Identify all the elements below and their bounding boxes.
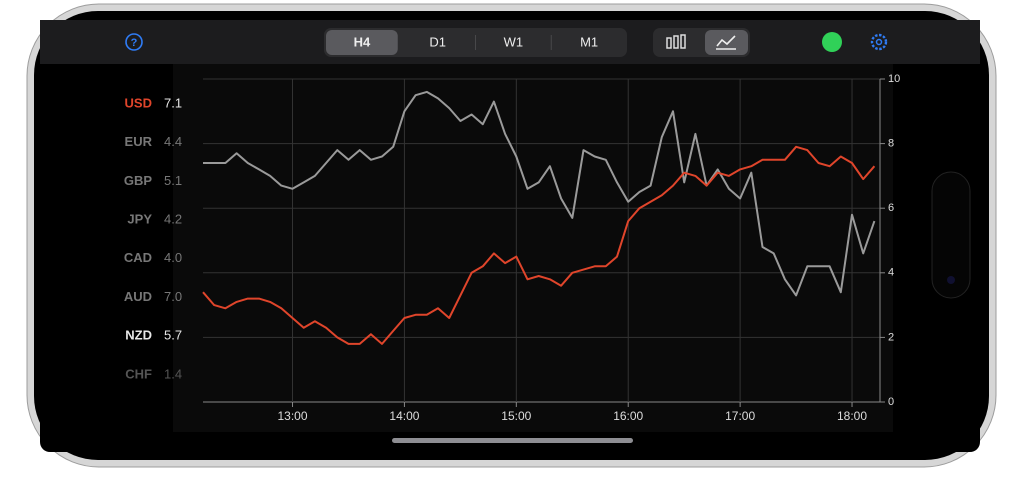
y-tick-label: 6 [888,202,894,214]
tab-label[interactable]: D1 [429,34,446,49]
tab-label[interactable]: H4 [354,34,371,49]
series-line [203,90,876,297]
settings-icon-center [875,38,883,46]
currency-value: 4.0 [164,250,182,265]
selected-tab[interactable] [326,30,398,55]
currency-code[interactable]: GBP [124,173,153,188]
tab-label[interactable]: W1 [504,34,524,49]
currency-code[interactable]: JPY [127,212,152,227]
camera [947,276,955,284]
help-icon[interactable] [125,33,143,51]
currency-code[interactable]: USD [125,95,152,110]
help-glyph: ? [131,37,138,49]
currency-code[interactable]: NZD [125,328,152,343]
x-tick-label: 14:00 [389,409,419,423]
home-indicator [392,438,633,443]
currency-value: 4.4 [164,134,182,149]
x-tick-label: 13:00 [278,409,308,423]
y-tick-label: 0 [888,396,894,408]
selected-chart-type[interactable] [705,30,748,55]
currency-code[interactable]: AUD [124,289,152,304]
currency-value: 1.4 [164,366,182,381]
currency-value: 5.7 [164,328,182,343]
y-tick-label: 8 [888,138,894,150]
y-tick-label: 2 [888,331,894,343]
status-dot [822,32,842,52]
chart-panel [173,64,893,432]
x-tick-label: 17:00 [725,409,755,423]
currency-code[interactable]: CHF [125,366,152,381]
y-tick-label: 4 [888,267,894,279]
currency-code[interactable]: CAD [124,250,152,265]
bar-chart-icon[interactable] [666,34,686,49]
currency-value: 7.1 [164,95,182,110]
currency-value: 7.0 [164,289,182,304]
currency-value: 5.1 [164,173,182,188]
settings-icon[interactable] [870,33,888,51]
x-tick-label: 18:00 [837,409,867,423]
currency-code[interactable]: EUR [125,134,153,149]
line-chart-icon [716,35,736,50]
tab-label[interactable]: M1 [580,34,598,49]
series-line [202,145,876,345]
x-tick-label: 16:00 [613,409,643,423]
dynamic-island [931,171,971,299]
y-tick-label: 10 [888,73,900,85]
x-tick-label: 15:00 [501,409,531,423]
currency-value: 4.2 [164,212,182,227]
